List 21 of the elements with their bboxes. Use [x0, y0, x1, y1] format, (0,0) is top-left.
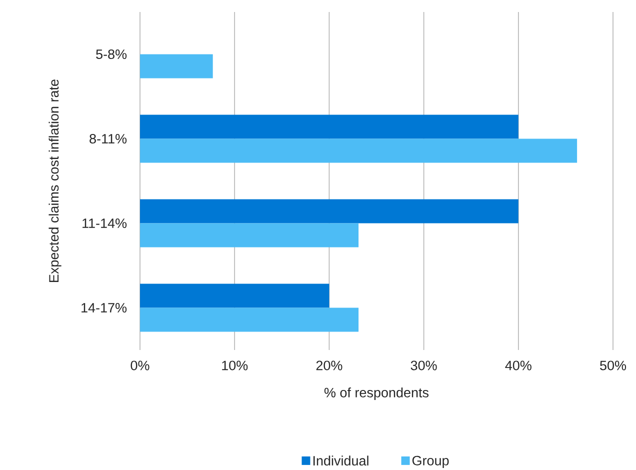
- legend-label: Individual: [313, 456, 368, 466]
- bar: [140, 199, 518, 224]
- bar: [140, 284, 330, 308]
- x-tick-label: 0%: [130, 360, 150, 370]
- y-tick-label: 14-17%: [82, 303, 127, 312]
- x-axis-title: % of respondents: [324, 387, 429, 400]
- x-tick-label: 50%: [600, 360, 626, 370]
- bar: [140, 308, 359, 332]
- x-tick-label: 30%: [410, 360, 437, 370]
- bar: [140, 54, 213, 78]
- bar: [140, 114, 518, 139]
- legend-label: Group: [412, 456, 449, 468]
- bar: [140, 138, 578, 163]
- x-tick-label: 20%: [316, 360, 342, 370]
- y-axis-title: Expected claims cost inflation rate: [48, 80, 62, 282]
- bar: [140, 223, 359, 248]
- y-tick-label: 11-14%: [82, 218, 127, 228]
- x-tick-label: 40%: [505, 360, 532, 370]
- y-tick-label: 8-11%: [90, 134, 127, 144]
- x-tick-label: 10%: [222, 360, 248, 370]
- y-tick-label: 5-8%: [96, 49, 127, 60]
